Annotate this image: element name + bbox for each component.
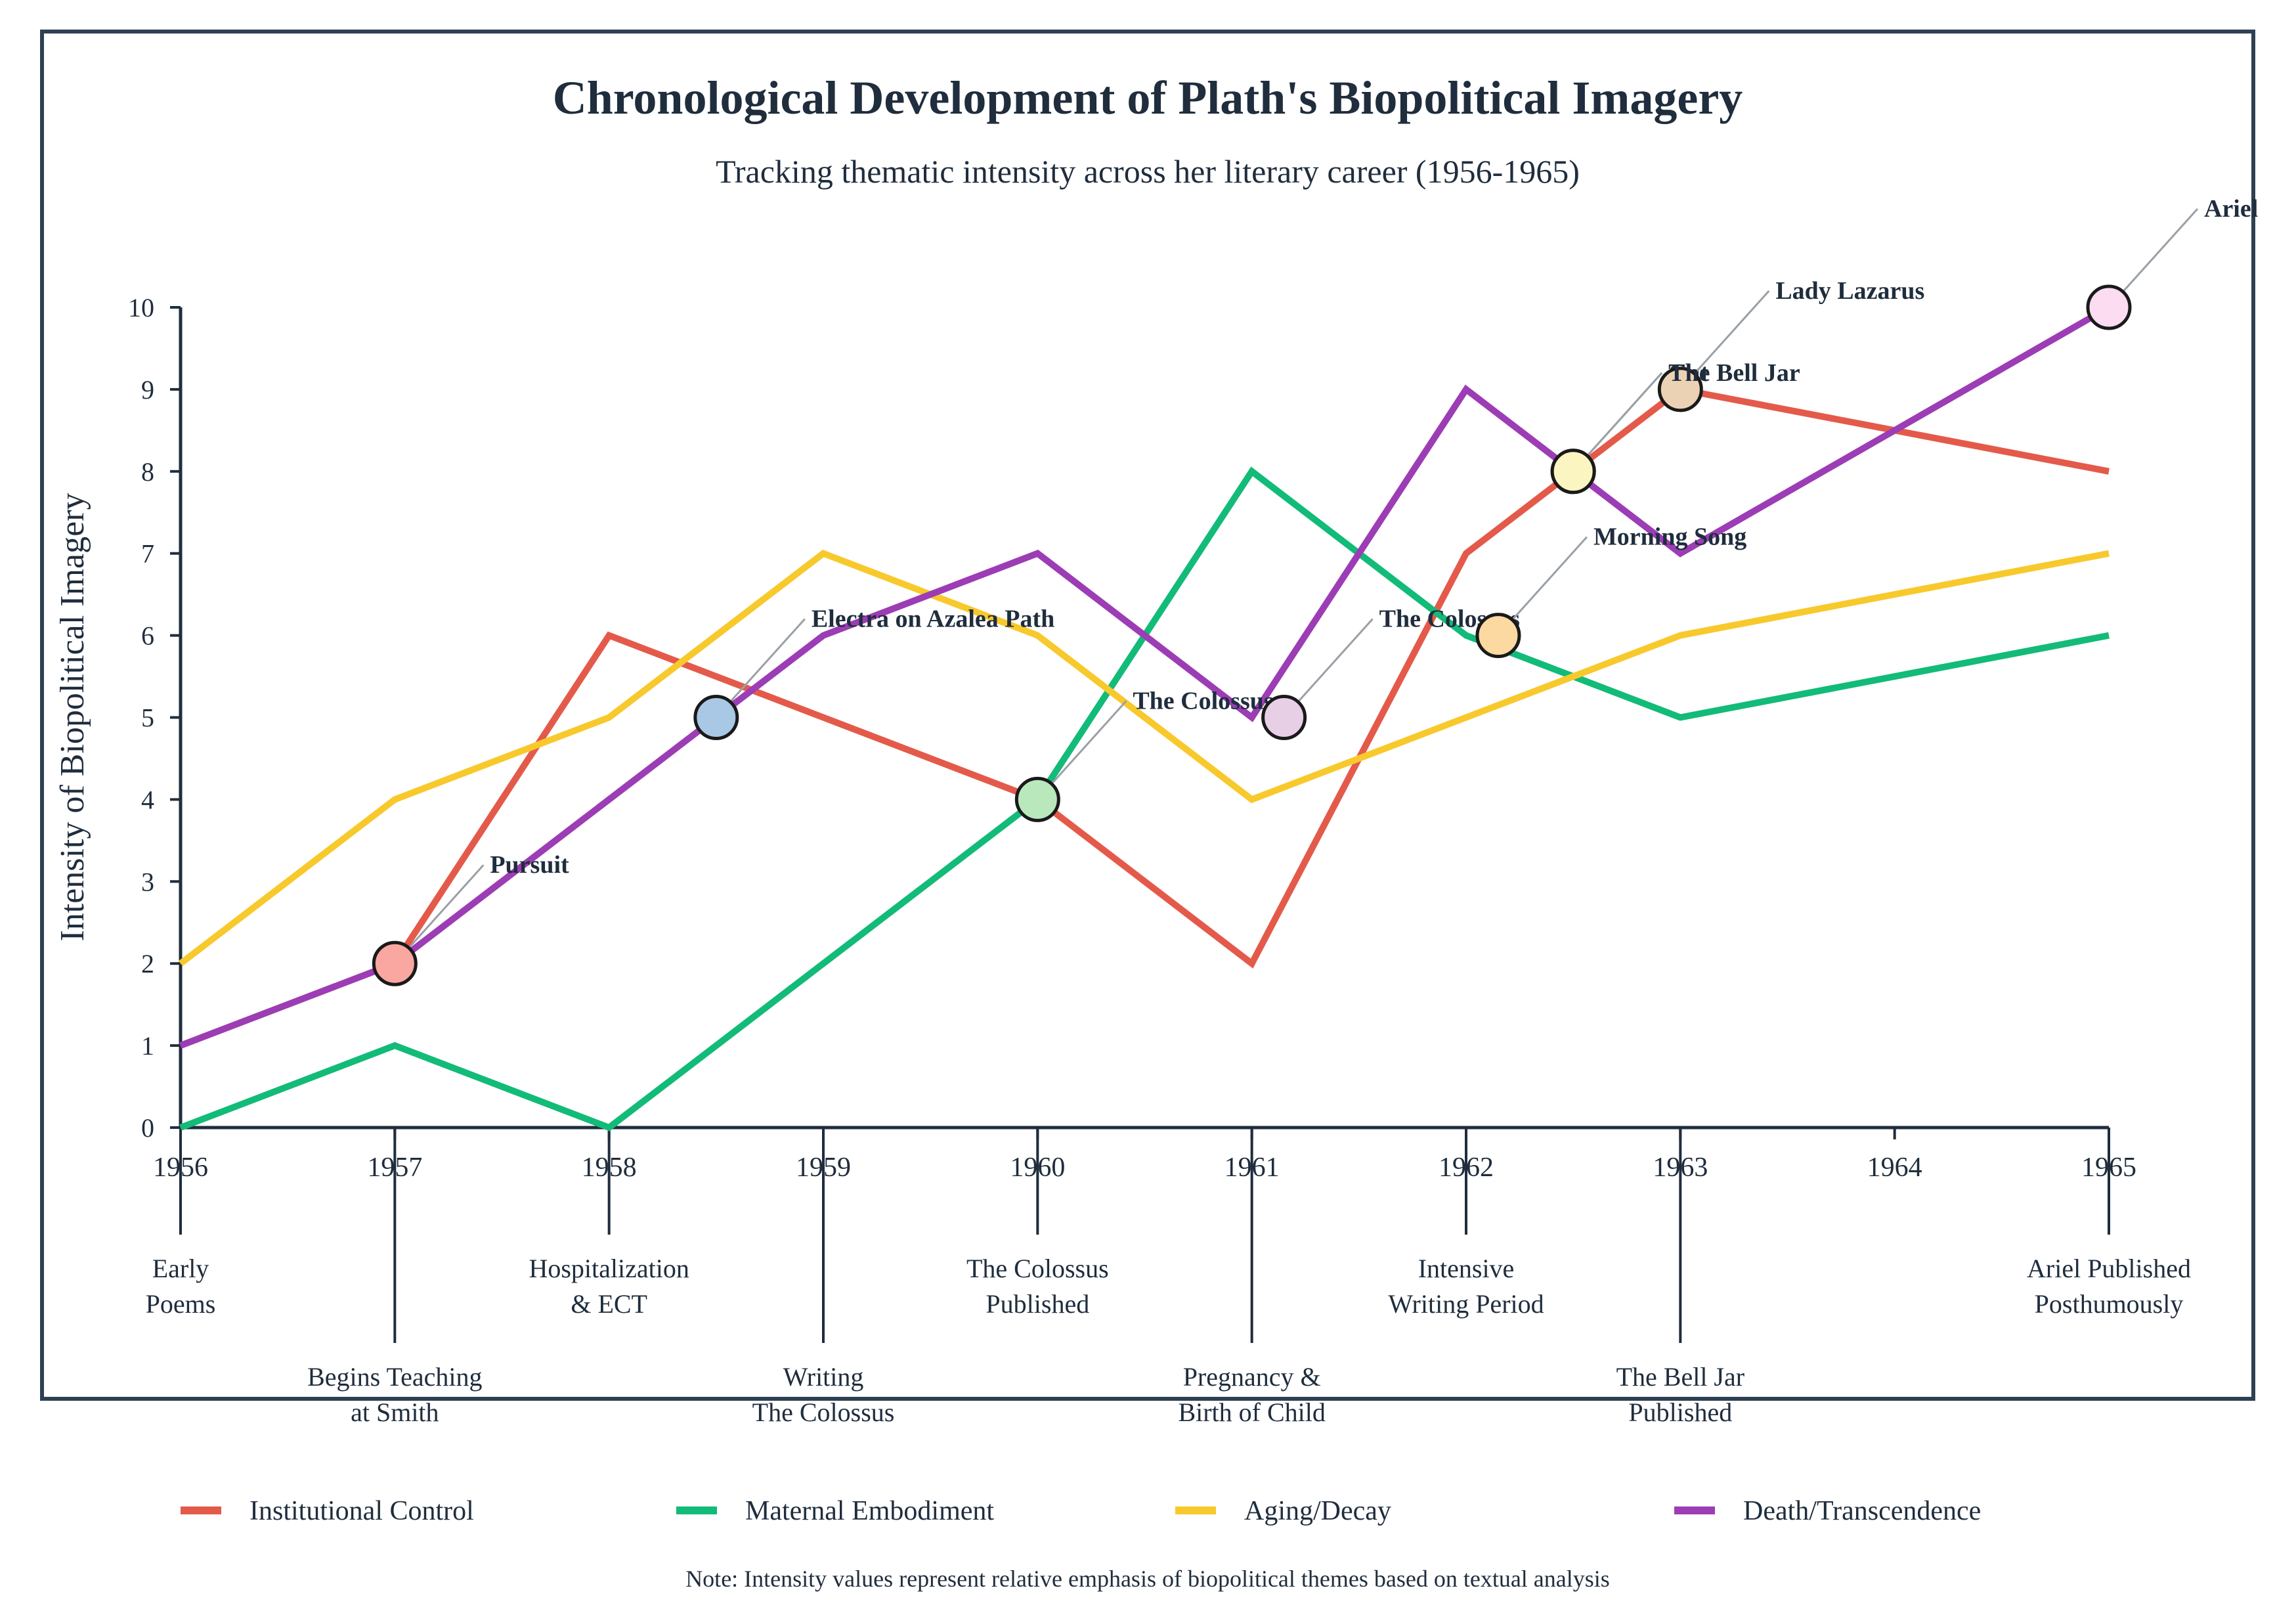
legend: Institutional Control Maternal Embodiment… — [181, 1496, 1981, 1526]
event-label: Writing — [783, 1362, 864, 1392]
series-line-death-transcendence — [179, 304, 2111, 1049]
y-tick-label: 2 — [141, 949, 154, 978]
y-tick-label: 5 — [141, 703, 154, 733]
work-label: Ariel — [2204, 195, 2258, 223]
y-tick-label: 3 — [141, 867, 154, 896]
work-annotations: Pursuit Electra on Azalea Path The Colossu… — [372, 195, 2258, 986]
legend-label: Aging/Decay — [1244, 1496, 1391, 1526]
y-tick-label: 0 — [141, 1113, 154, 1143]
work-label: Pursuit — [490, 851, 569, 879]
work-marker — [1014, 776, 1060, 822]
event-label: Ariel Published — [2027, 1254, 2191, 1283]
work-marker — [2086, 284, 2132, 330]
y-tick-label: 7 — [141, 539, 154, 569]
work-marker — [1657, 366, 1703, 412]
work-marker — [1475, 613, 1521, 659]
event-label: at Smith — [351, 1397, 439, 1427]
event-label: The Colossus — [966, 1254, 1109, 1283]
event-label: The Colossus — [752, 1397, 895, 1427]
event-label: Posthumously — [2035, 1289, 2184, 1319]
event-label: Early — [152, 1254, 209, 1283]
event-label: Hospitalization — [529, 1254, 689, 1283]
event-label: Poems — [146, 1289, 216, 1319]
event-label: Published — [1628, 1397, 1732, 1427]
chart-title: Chronological Development of Plath's Bio… — [553, 72, 1743, 124]
y-tick-label: 8 — [141, 457, 154, 487]
y-tick-label: 4 — [141, 785, 154, 814]
chart-frame — [40, 30, 2255, 1401]
work-label: The Colossus — [1133, 687, 1273, 715]
chart-note: Note: Intensity values represent relativ… — [685, 1566, 1610, 1592]
work-marker — [1550, 449, 1596, 495]
event-label: Birth of Child — [1178, 1397, 1325, 1427]
chart-subtitle: Tracking thematic intensity across her l… — [716, 153, 1580, 190]
work-marker — [1261, 695, 1307, 740]
work-label: Morning Song — [1593, 523, 1746, 551]
y-axis-label: Intensity of Biopolitical Imagery — [54, 493, 91, 941]
legend-label: Institutional Control — [249, 1496, 474, 1526]
y-tick-label: 1 — [141, 1031, 154, 1061]
y-tick-label: 6 — [141, 621, 154, 651]
event-label: & ECT — [571, 1289, 647, 1319]
event-label: The Bell Jar — [1616, 1362, 1745, 1392]
work-label: Electra on Azalea Path — [812, 605, 1054, 633]
event-label: Writing Period — [1388, 1289, 1544, 1319]
legend-label: Maternal Embodiment — [745, 1496, 994, 1526]
work-marker — [372, 940, 418, 986]
work-label: Lady Lazarus — [1775, 277, 1924, 305]
series-line-aging-decay — [178, 550, 2110, 967]
x-tick-label: 1964 — [1867, 1153, 1922, 1183]
work-label: The Bell Jar — [1668, 359, 1800, 387]
event-label: Begins Teaching — [307, 1362, 482, 1392]
legend-label: Death/Transcendence — [1743, 1496, 1981, 1526]
event-label: Published — [986, 1289, 1089, 1319]
y-tick-label: 9 — [141, 375, 154, 405]
event-label: Pregnancy & — [1183, 1362, 1321, 1392]
timeline-events: Early Poems Begins Teaching at Smith Hospita… — [146, 1128, 2191, 1427]
y-tick-label: 10 — [128, 293, 154, 322]
event-label: Intensive — [1418, 1254, 1515, 1283]
work-marker — [693, 695, 739, 740]
